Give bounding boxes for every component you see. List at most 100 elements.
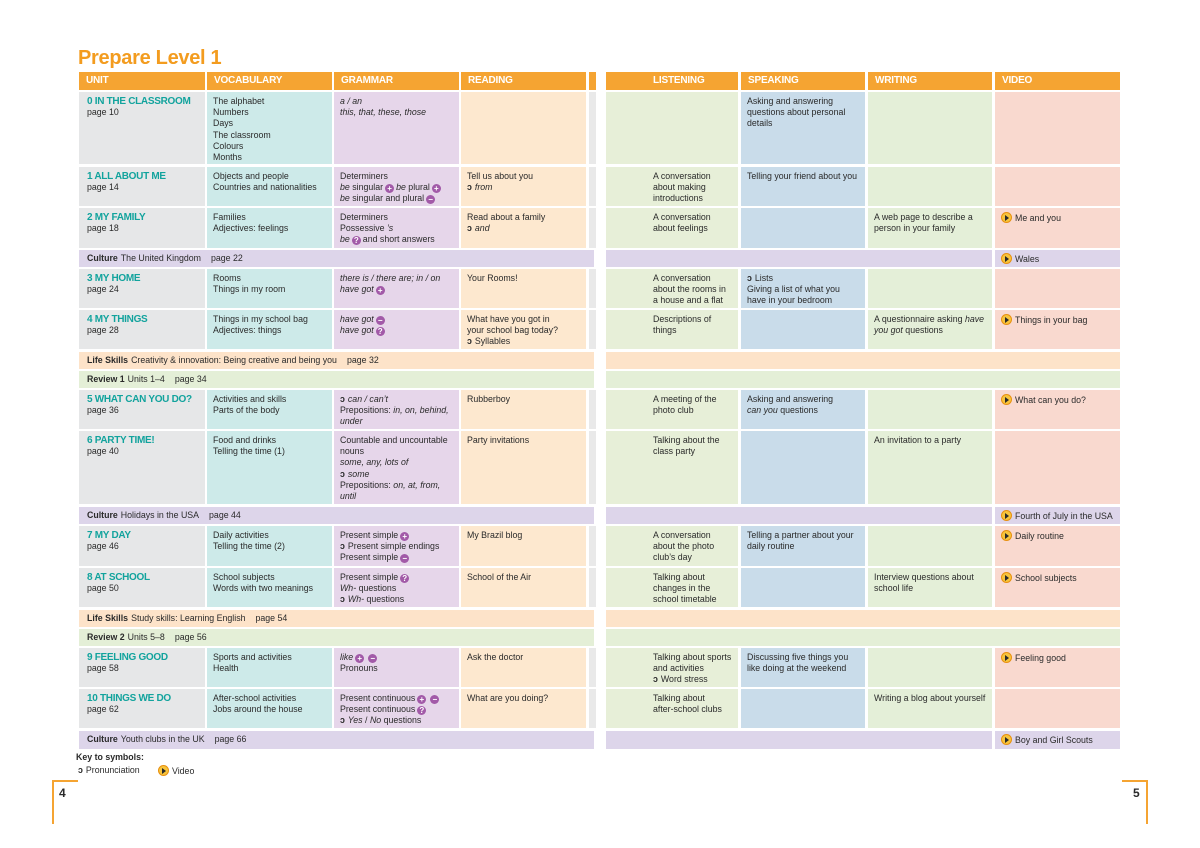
line: Rubberboy [467, 394, 511, 404]
italic-text: can you [747, 405, 778, 416]
unit-page: page 28 [87, 325, 119, 336]
speaking-cell [741, 568, 865, 607]
text: singular and plural [349, 193, 425, 204]
reading-cell: What have you got in your school bag toda… [461, 310, 586, 349]
text: and short answers [362, 234, 435, 245]
vocabulary-cell: Families Adjectives: feelings [207, 208, 332, 248]
line: Pronouns [340, 663, 378, 674]
spine [589, 390, 596, 429]
key-video: Video [158, 765, 194, 776]
line: ↄ Syllables [467, 336, 582, 347]
band: Life Skills Creativity & innovation: Bein… [79, 352, 594, 369]
line: be singular and plural − [340, 193, 455, 205]
speaking-cell: ↄ Lists Giving a list of what you have in y… [741, 269, 865, 308]
italic-text: and [474, 223, 490, 234]
grammar-cell: ↄ can / can’t Prepositions: in, on, behind… [334, 390, 459, 429]
band [606, 629, 1120, 646]
listening-cell: A conversation about the rooms in a house … [606, 269, 738, 308]
video-title: Fourth of July in the USA [1015, 511, 1113, 521]
unit-page: page 14 [87, 182, 119, 193]
line: Days [213, 118, 234, 129]
line: The classroom [213, 129, 271, 140]
italic-text: No [369, 715, 382, 726]
band [606, 731, 992, 749]
line: Discussing five things you [747, 652, 849, 662]
writing-cell: Writing a blog about yourself [868, 689, 992, 728]
line: Sports and activities [213, 652, 292, 662]
line: Colours [213, 140, 244, 151]
unit-cell: 2 MY FAMILY page 18 [79, 208, 205, 248]
video-cell: Fourth of July in the USA [995, 507, 1120, 524]
video-title: School subjects [1015, 573, 1077, 583]
band-text: The United Kingdom [120, 253, 201, 263]
grammar-symbol: + [417, 695, 427, 704]
line: school life [874, 583, 914, 594]
line: Asking and answering [747, 394, 834, 404]
line: Present simple + [340, 530, 455, 541]
corner [52, 780, 78, 782]
line: Present continuous + − [340, 693, 455, 704]
line: Asking and answering [747, 96, 834, 106]
grammar-cell: like + − Pronouns [334, 648, 459, 687]
speaking-cell [741, 689, 865, 728]
spine [589, 310, 596, 349]
line: introductions [653, 193, 703, 204]
line: like + − [340, 652, 455, 663]
grammar-symbol: − [426, 195, 436, 205]
line: ↄ Yes / No questions [340, 715, 455, 726]
line: Adjectives: feelings [213, 223, 289, 234]
video-cell: Things in your bag [995, 310, 1120, 349]
band: Review 1 Units 1–4 page 34 [79, 371, 594, 388]
line: have got + [340, 284, 455, 296]
unit-cell: 3 MY HOME page 24 [79, 269, 205, 308]
video-cell [995, 689, 1120, 728]
unit-title: 5 WHAT CAN YOU DO? [87, 394, 192, 405]
band-label: Culture [87, 253, 118, 263]
vocabulary-cell: Activities and skills Parts of the body [207, 390, 332, 429]
text: Present simple [340, 530, 399, 540]
line: Present simple? [340, 572, 455, 583]
italic-text: can / can’t [347, 394, 389, 404]
unit-cell: 6 PARTY TIME! page 40 [79, 431, 205, 504]
unit-title: 8 AT SCHOOL [87, 572, 150, 583]
line: Determiners [340, 171, 388, 181]
band-text: Study skills: Learning English [131, 613, 246, 623]
band-label: Culture [87, 510, 118, 520]
spine [589, 167, 596, 206]
pronunciation-symbol: ↄ [467, 336, 472, 347]
line: have got − [340, 314, 455, 325]
grammar-symbol: ? [375, 327, 385, 337]
band: Culture Holidays in the USA page 44 [79, 507, 594, 524]
line: ↄ Wh- questions [340, 594, 455, 605]
video-title: Things in your bag [1015, 315, 1088, 325]
unit-cell: 4 MY THINGS page 28 [79, 310, 205, 349]
line: Daily activities [213, 530, 269, 540]
italic-text: Yes [347, 715, 363, 726]
vocabulary-cell: School subjects Words with two meanings [207, 568, 332, 607]
grammar-cell: Determiners be singular + be plural + be sing… [334, 167, 459, 206]
grammar-symbol: + [431, 184, 441, 194]
band-text: Creativity & innovation: Being creative … [131, 355, 337, 365]
unit-page: page 46 [87, 541, 119, 552]
line: Parts of the body [213, 405, 280, 416]
line: Writing a blog about yourself [874, 693, 986, 703]
video-cell: Me and you [995, 208, 1120, 248]
line: Things in my school bag [213, 314, 308, 324]
line: ↄ some [340, 469, 455, 480]
unit-title: 4 MY THINGS [87, 314, 148, 325]
line: after-school clubs [653, 704, 722, 715]
line: Possessive ’s [340, 223, 455, 234]
line: A conversation [653, 212, 711, 222]
vocabulary-cell: Objects and people Countries and national… [207, 167, 332, 206]
writing-cell [868, 269, 992, 308]
listening-cell: A meeting of the photo club [606, 390, 738, 429]
video-icon [1001, 253, 1012, 264]
line: A conversation [653, 273, 711, 283]
line: changes in the [653, 583, 711, 594]
text: questions [356, 583, 397, 594]
text: Present continuous [340, 693, 416, 703]
line: Jobs around the house [213, 704, 303, 715]
line: Read about a family [467, 212, 546, 222]
line: Countries and nationalities [213, 182, 317, 193]
line: Telling the time (1) [213, 446, 285, 457]
